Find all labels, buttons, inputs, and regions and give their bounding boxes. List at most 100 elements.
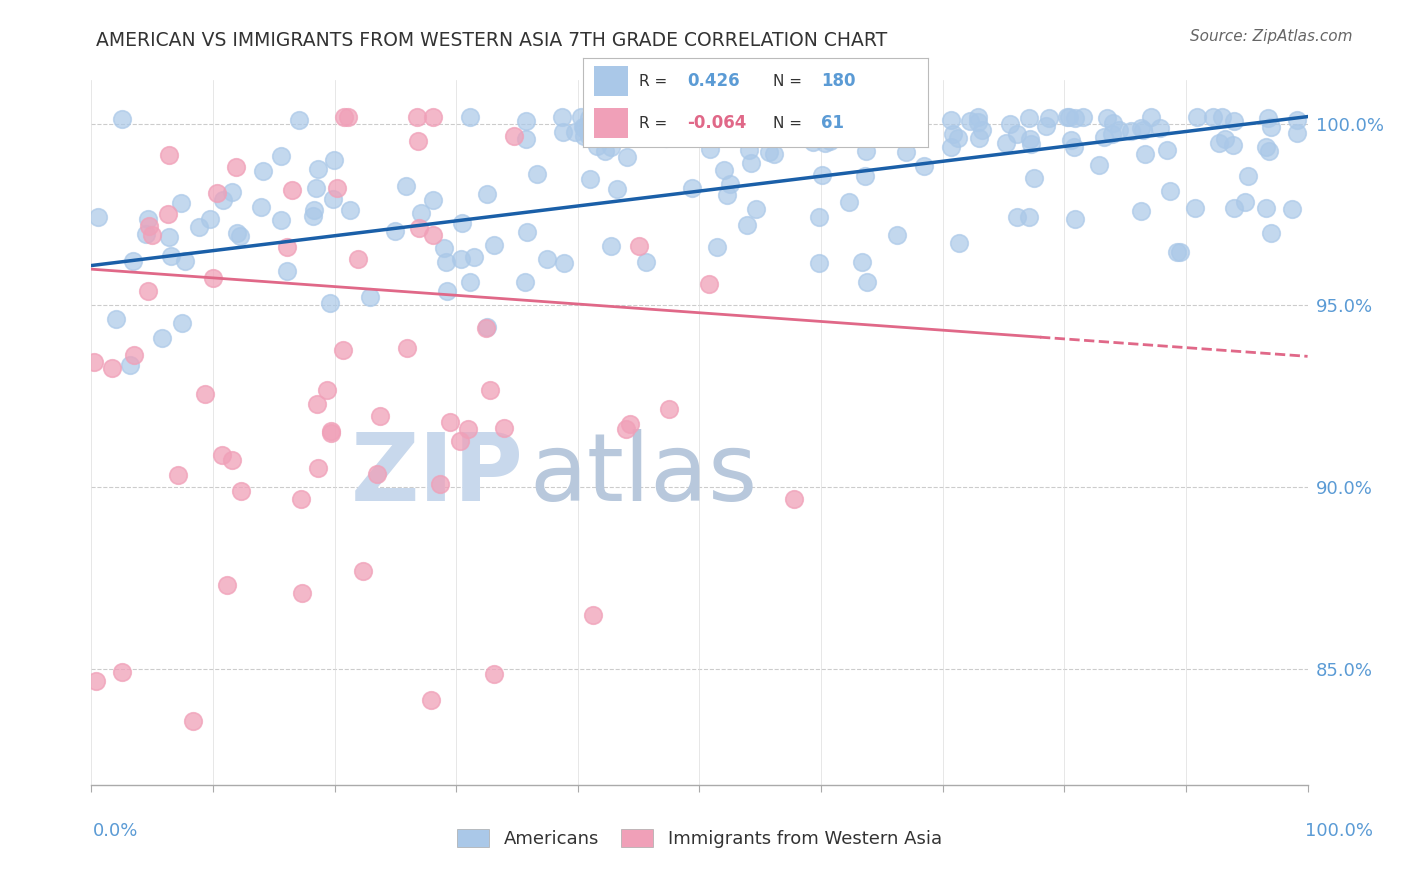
Immigrants from Western Asia [619,417,641,431]
Americans [939,139,962,153]
Americans [1234,194,1257,209]
Americans [252,163,274,178]
Text: ZIP: ZIP [350,429,523,521]
Immigrants from Western Asia [326,180,349,194]
Americans [1038,111,1060,125]
Americans [304,202,326,217]
Americans [1223,201,1246,215]
Americans [463,250,485,264]
Americans [482,238,505,252]
Americans [599,124,621,138]
Text: 100.0%: 100.0% [1305,822,1372,840]
Americans [1260,226,1282,240]
Americans [1257,111,1279,125]
Americans [434,255,457,269]
Americans [550,110,572,124]
Immigrants from Western Asia [291,586,314,600]
Y-axis label: 7th Grade: 7th Grade [0,391,8,475]
Americans [339,203,361,218]
Americans [198,211,221,226]
Americans [270,212,292,227]
Americans [783,112,806,126]
Americans [170,195,193,210]
Americans [188,219,211,234]
Americans [759,111,782,125]
Americans [1211,110,1233,124]
Americans [150,331,173,345]
Americans [994,136,1017,150]
Americans [515,114,537,128]
Text: 61: 61 [821,114,844,132]
Immigrants from Western Asia [429,477,451,491]
Text: Source: ZipAtlas.com: Source: ZipAtlas.com [1189,29,1353,44]
Americans [766,126,789,140]
Americans [876,116,898,130]
Immigrants from Western Asia [201,270,224,285]
Immigrants from Western Asia [494,421,516,435]
Americans [616,150,638,164]
Americans [1018,211,1040,225]
Americans [1022,171,1045,186]
Americans [1236,169,1258,183]
Americans [740,156,762,170]
Americans [569,110,592,124]
Americans [319,296,342,310]
Text: 180: 180 [821,72,856,90]
Immigrants from Western Asia [124,348,146,362]
Americans [1254,201,1277,215]
Americans [1064,111,1087,125]
Immigrants from Western Asia [86,673,108,688]
Americans [122,253,145,268]
Immigrants from Western Asia [478,383,501,397]
Americans [1140,110,1163,124]
Americans [1019,132,1042,146]
Americans [851,255,873,269]
Americans [959,113,981,128]
Immigrants from Western Asia [141,228,163,243]
Immigrants from Western Asia [138,219,160,234]
Immigrants from Western Asia [406,134,429,148]
Americans [1222,114,1244,128]
Americans [1130,120,1153,135]
Immigrants from Western Asia [405,110,427,124]
Americans [1166,245,1188,260]
Immigrants from Western Asia [111,665,134,680]
Americans [578,111,600,125]
Americans [838,195,860,210]
Americans [970,122,993,136]
Americans [948,236,970,251]
Americans [1108,123,1130,137]
Americans [288,112,311,127]
Americans [579,172,602,186]
Americans [516,226,538,240]
Bar [593,66,628,96]
Americans [1208,136,1230,150]
Immigrants from Western Asia [181,714,204,728]
Immigrants from Western Asia [211,449,233,463]
Americans [458,110,481,124]
Immigrants from Western Asia [582,608,605,623]
Immigrants from Western Asia [332,343,354,358]
Americans [475,187,498,202]
Americans [855,145,877,159]
Americans [276,264,298,278]
Americans [948,130,970,145]
Americans [384,224,406,238]
Immigrants from Western Asia [307,461,329,475]
Americans [801,135,824,149]
Americans [738,143,761,157]
Americans [820,134,842,148]
Americans [855,276,877,290]
Americans [221,185,243,199]
Text: 0.426: 0.426 [688,72,740,90]
Americans [606,182,628,196]
Americans [619,129,641,144]
Americans [803,112,825,126]
Americans [159,249,181,263]
Immigrants from Western Asia [710,110,733,124]
Legend: Americans, Immigrants from Western Asia: Americans, Immigrants from Western Asia [449,820,950,857]
Americans [1060,133,1083,147]
Americans [1285,112,1308,127]
Text: AMERICAN VS IMMIGRANTS FROM WESTERN ASIA 7TH GRADE CORRELATION CHART: AMERICAN VS IMMIGRANTS FROM WESTERN ASIA… [96,31,887,50]
Immigrants from Western Asia [616,422,638,436]
